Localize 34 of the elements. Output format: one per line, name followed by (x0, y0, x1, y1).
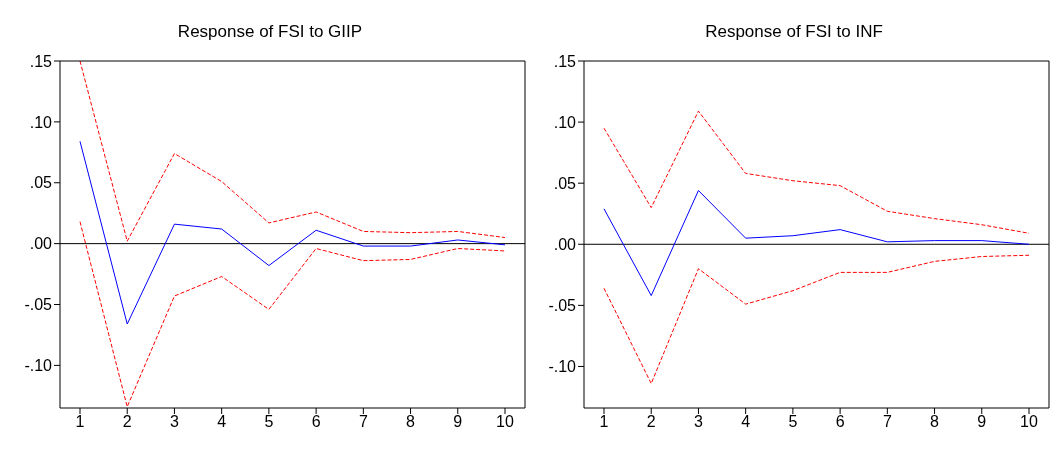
x-tick-label: 7 (882, 413, 892, 431)
x-tick-label: 3 (169, 413, 179, 431)
y-tick-label: .15 (29, 52, 53, 70)
y-tick-label: .00 (553, 235, 577, 253)
chart-title: Response of FSI to GIIP (176, 21, 364, 43)
y-tick-label: .05 (553, 174, 577, 192)
y-tick-label: .10 (29, 113, 53, 131)
x-tick-label: 9 (453, 413, 463, 431)
chart-title: Response of FSI to INF (704, 21, 884, 43)
x-tick-label: 4 (741, 413, 751, 431)
y-tick-label: -.05 (24, 296, 53, 314)
y-tick-label: .05 (29, 174, 53, 192)
x-tick-label: 6 (311, 413, 321, 431)
x-tick-label: 3 (693, 413, 703, 431)
x-tick-label: 10 (1020, 413, 1038, 431)
x-tick-label: 10 (496, 413, 514, 431)
x-tick-label: 2 (646, 413, 656, 431)
y-tick-label: -.10 (24, 357, 53, 375)
y-tick-label: -.05 (548, 297, 577, 315)
x-tick-label: 1 (75, 413, 85, 431)
x-tick-label: 6 (835, 413, 845, 431)
x-tick-label: 9 (977, 413, 987, 431)
x-tick-label: 7 (358, 413, 368, 431)
x-tick-label: 4 (217, 413, 227, 431)
y-tick-label: .15 (553, 52, 577, 70)
x-tick-label: 5 (264, 413, 274, 431)
y-tick-label: .00 (29, 235, 53, 253)
x-tick-label: 5 (788, 413, 798, 431)
x-tick-label: 2 (122, 413, 132, 431)
y-tick-label: -.10 (548, 358, 577, 376)
x-tick-label: 1 (599, 413, 609, 431)
y-tick-label: .10 (553, 113, 577, 131)
x-tick-label: 8 (406, 413, 416, 431)
x-tick-label: 8 (930, 413, 940, 431)
